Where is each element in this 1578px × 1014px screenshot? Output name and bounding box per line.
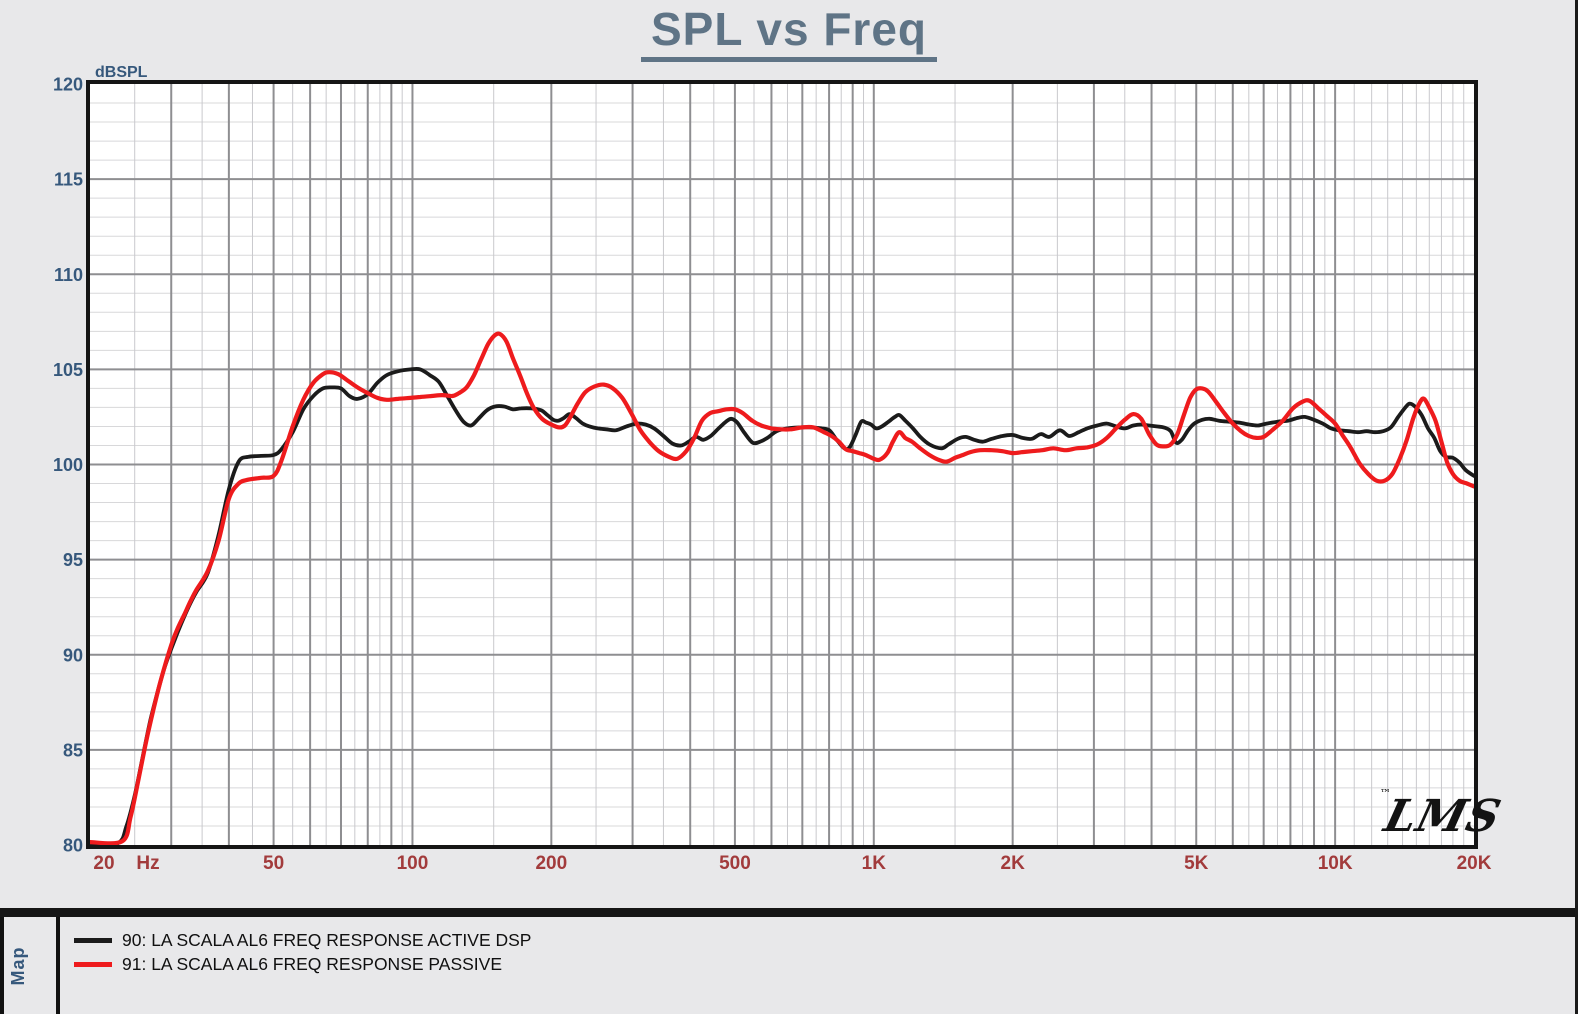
y-tick-label: 100 — [53, 455, 83, 475]
legend-entry-label: 91: LA SCALA AL6 FREQ RESPONSE PASSIVE — [122, 953, 502, 974]
x-axis-tick-labels: 20 50 100 200 500 1K 2K 5K 10K 20K Hz — [93, 853, 1491, 874]
x-tick-label: 20K — [1457, 853, 1492, 874]
x-axis-unit-label: Hz — [136, 853, 159, 874]
plot-border — [86, 80, 1478, 849]
legend-divider — [56, 917, 60, 1014]
x-tick-label: 200 — [535, 853, 567, 874]
y-axis-tick-labels: 80 85 90 95 100 105 110 115 120 — [53, 75, 83, 856]
x-tick-label: 100 — [397, 853, 429, 874]
series-passive-curve — [90, 331, 1474, 845]
series-active-dsp-curve — [90, 366, 1474, 845]
y-tick-label: 80 — [63, 836, 83, 856]
legend-list: 90: LA SCALA AL6 FREQ RESPONSE ACTIVE DS… — [74, 928, 531, 976]
legend-line-swatch — [74, 937, 112, 943]
grid-minor — [90, 84, 1474, 845]
legend-line-swatch — [74, 961, 112, 967]
y-tick-label: 120 — [53, 75, 83, 95]
legend-entry: 91: LA SCALA AL6 FREQ RESPONSE PASSIVE — [74, 952, 531, 976]
map-tab-label: Map — [8, 946, 28, 985]
lms-watermark-tm: ™ — [1380, 787, 1391, 800]
grid-major — [90, 84, 1474, 845]
x-tick-label: 1K — [862, 853, 887, 874]
series-curves — [90, 331, 1474, 845]
y-tick-label: 90 — [63, 645, 83, 665]
lms-watermark-text: LMS — [1377, 790, 1506, 842]
y-tick-label: 115 — [54, 170, 83, 190]
x-tick-label: 20 — [93, 853, 114, 874]
x-tick-label: 500 — [719, 853, 751, 874]
x-tick-label: 10K — [1318, 853, 1353, 874]
legend-panel: Map 90: LA SCALA AL6 FREQ RESPONSE ACTIV… — [0, 908, 1578, 1014]
legend-panel-body: Map 90: LA SCALA AL6 FREQ RESPONSE ACTIV… — [0, 917, 1578, 1014]
y-axis-unit-label: dBSPL — [95, 64, 148, 81]
y-tick-label: 95 — [63, 550, 83, 570]
x-tick-label: 5K — [1184, 853, 1209, 874]
y-tick-label: 110 — [54, 265, 83, 285]
legend-entry: 90: LA SCALA AL6 FREQ RESPONSE ACTIVE DS… — [74, 928, 531, 952]
window-right-border — [1575, 0, 1578, 1014]
x-tick-label: 2K — [1001, 853, 1026, 874]
x-tick-label: 50 — [263, 853, 284, 874]
legend-entry-label: 90: LA SCALA AL6 FREQ RESPONSE ACTIVE DS… — [122, 929, 532, 950]
y-tick-label: 85 — [63, 740, 83, 760]
chart-title-wrap: SPL vs Freq — [0, 2, 1578, 62]
y-tick-label: 105 — [53, 360, 83, 380]
chart-title: SPL vs Freq — [640, 2, 938, 62]
panel-separator — [0, 908, 1578, 917]
